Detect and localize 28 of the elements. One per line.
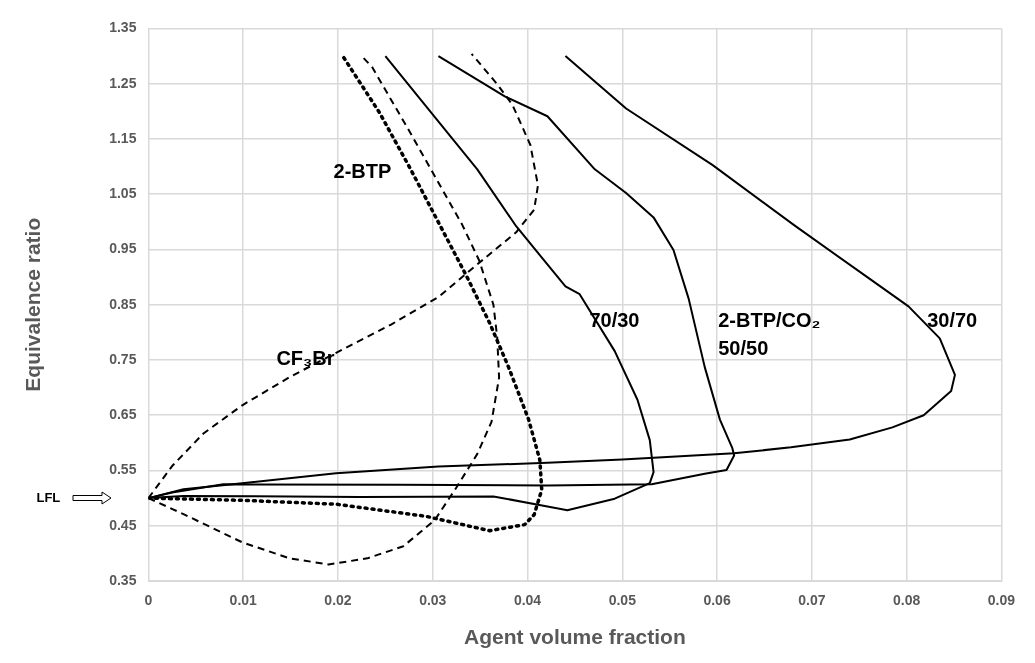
- y-tick-label: 0.55: [109, 461, 137, 478]
- x-tick-label: 0.04: [513, 592, 542, 609]
- x-axis-title: Agent volume fraction: [464, 625, 686, 649]
- x-tick-label: 0.02: [324, 592, 352, 609]
- series-label: 30/70: [927, 308, 978, 331]
- text: LFL: [36, 489, 61, 505]
- x-tick-label: 0.07: [798, 592, 826, 609]
- y-axis-title: Equivalence ratio: [21, 217, 45, 392]
- y-tick-label: 1.05: [109, 185, 137, 202]
- y-tick-label: 1.25: [109, 74, 137, 91]
- y-tick-label: 0.45: [109, 516, 137, 533]
- y-tick-label: 1.15: [109, 129, 137, 146]
- y-tick-label: 0.85: [109, 295, 137, 312]
- x-tick-label: 0.08: [892, 592, 921, 609]
- x-tick-label: 0.09: [987, 592, 1016, 609]
- x-tick-label: 0.03: [419, 592, 447, 609]
- series-label: 2-BTP: [333, 159, 392, 182]
- y-tick-label: 0.35: [109, 571, 137, 588]
- y-tick-label: 0.95: [109, 240, 137, 257]
- y-tick-label: 1.35: [109, 19, 137, 36]
- x-tick-label: 0: [144, 592, 153, 609]
- x-tick-label: 0.06: [703, 592, 731, 609]
- x-tick-label: 0.01: [229, 592, 258, 609]
- y-tick-label: 0.65: [109, 406, 137, 423]
- y-tick-label: 0.75: [109, 350, 137, 367]
- x-tick-label: 0.05: [608, 592, 637, 609]
- series-label: 2-BTP/CO₂ 50/50: [718, 308, 821, 359]
- series-label: CF₃Br: [276, 347, 335, 370]
